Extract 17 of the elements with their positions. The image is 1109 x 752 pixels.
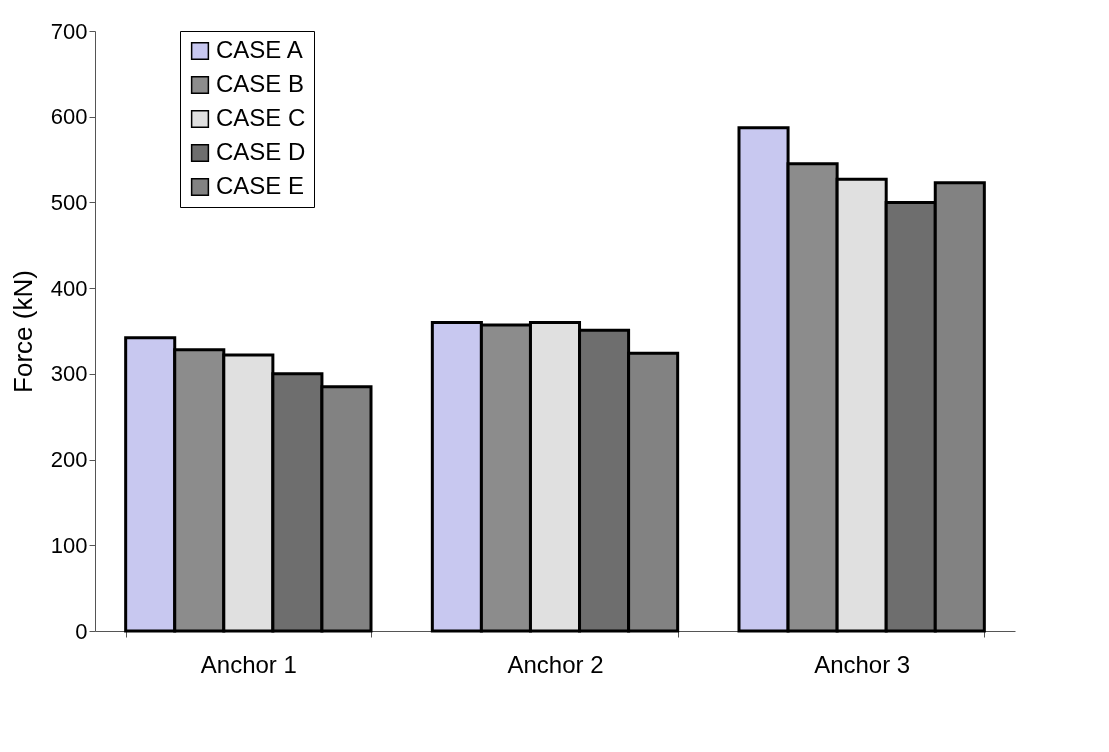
y-tick-label: 0 [75,618,88,644]
legend-label: CASE C [216,104,306,131]
legend-label: CASE D [216,138,306,165]
y-tick-label: 100 [50,532,88,558]
y-tick-label: 500 [50,189,88,215]
legend-label: CASE A [216,36,303,63]
legend-label: CASE B [216,70,305,97]
x-tick-label: Anchor 2 [507,650,604,678]
y-tick-label: 700 [50,18,88,44]
y-tick-label: 200 [50,447,88,473]
y-tick-label: 400 [50,275,88,301]
y-axis-title: Force (kN) [7,270,38,393]
x-tick-label: Anchor 3 [814,650,911,678]
legend-label: CASE E [216,172,305,199]
y-tick-label: 300 [50,361,88,387]
x-tick-label: Anchor 1 [200,650,297,678]
y-tick-label: 600 [50,104,88,130]
